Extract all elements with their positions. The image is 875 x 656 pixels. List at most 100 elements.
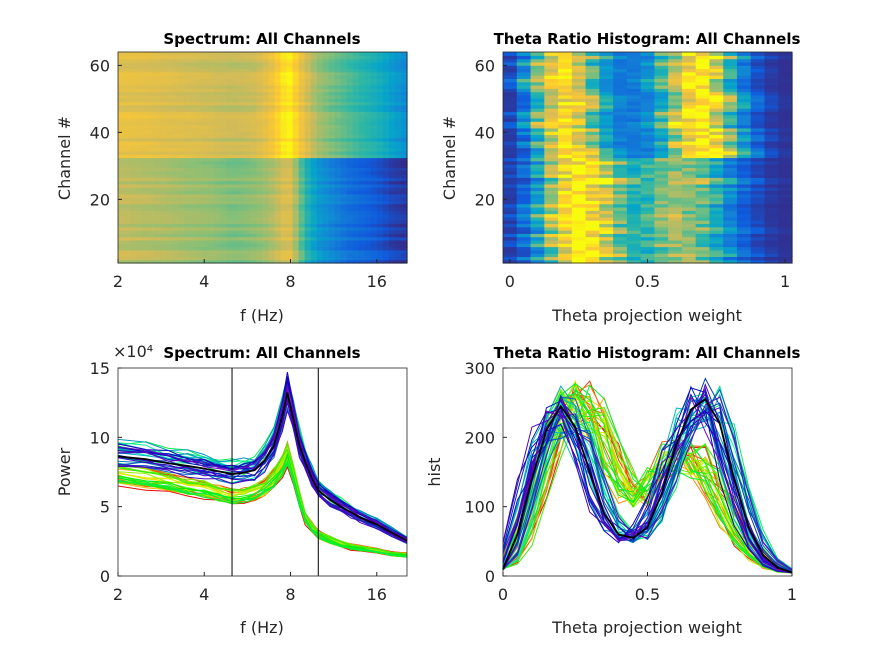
heatmap-cell xyxy=(750,154,766,159)
heatmap-cell xyxy=(274,256,282,261)
heatmap-cell xyxy=(154,88,161,93)
heatmap-cell xyxy=(723,197,738,201)
heatmap-cell xyxy=(136,111,143,116)
heatmap-cell xyxy=(358,200,366,205)
heatmap-cell xyxy=(394,206,402,211)
heatmap-cell xyxy=(364,88,372,93)
heatmap-cell xyxy=(190,164,197,168)
heatmap-cell xyxy=(118,200,125,205)
heatmap-cell xyxy=(334,253,342,258)
heatmap-cell xyxy=(626,243,642,248)
heatmap-cell xyxy=(516,236,532,241)
heatmap-cell xyxy=(232,65,240,70)
heatmap-cell xyxy=(238,75,246,79)
heatmap-cell xyxy=(280,170,288,175)
heatmap-cell xyxy=(322,167,330,172)
spectrum-line xyxy=(117,372,408,539)
heatmap-cell xyxy=(599,173,614,178)
heatmap-cell xyxy=(364,193,372,198)
heatmap-cell xyxy=(516,91,532,96)
heatmap-cell xyxy=(764,75,779,79)
heatmap-cell xyxy=(626,259,642,264)
heatmap-cell xyxy=(681,256,697,261)
heatmap-cell xyxy=(280,150,288,155)
heatmap-cell xyxy=(310,71,318,76)
heatmap-cell xyxy=(202,157,209,162)
heatmap-cell xyxy=(124,144,131,149)
heatmap-cell xyxy=(226,101,233,106)
heatmap-cell xyxy=(388,157,396,162)
heatmap-cell xyxy=(316,104,324,109)
heatmap-cell xyxy=(208,75,215,79)
heatmap-cell xyxy=(316,111,324,116)
heatmap-cell xyxy=(613,160,628,165)
heatmap-cell xyxy=(280,177,288,182)
heatmap-cell xyxy=(130,213,137,218)
heatmap-cell xyxy=(184,61,191,66)
heatmap-cell xyxy=(364,183,372,188)
heatmap-cell xyxy=(613,203,628,208)
heatmap-cell xyxy=(613,98,628,103)
heatmap-cell xyxy=(280,58,288,63)
heatmap-cell xyxy=(340,131,348,136)
heatmap-cell xyxy=(400,243,408,248)
heatmap-cell xyxy=(184,78,191,83)
heatmap-cell xyxy=(166,111,173,116)
heatmap-cell xyxy=(516,124,532,129)
heatmap-cell xyxy=(166,213,173,218)
heatmap-cell xyxy=(571,108,587,112)
heatmap-cell xyxy=(388,101,396,106)
heatmap-cell xyxy=(516,127,532,132)
heatmap-cell xyxy=(172,164,179,168)
heatmap-cell xyxy=(778,98,793,103)
heatmap-cell xyxy=(503,177,518,182)
heatmap-cell xyxy=(154,104,161,109)
heatmap-cell xyxy=(328,108,336,112)
heatmap-cell xyxy=(304,154,312,159)
heatmap-cell xyxy=(516,94,532,99)
heatmap-cell xyxy=(750,177,766,182)
heatmap-cell xyxy=(640,88,655,93)
heatmap-cell xyxy=(778,55,793,60)
heatmap-cell xyxy=(232,197,240,201)
heatmap-cell xyxy=(268,236,276,241)
heatmap-cell xyxy=(190,243,197,248)
heatmap-cell xyxy=(571,164,587,168)
heatmap-cell xyxy=(750,117,766,122)
histogram-heatmap-title: Theta Ratio Histogram: All Channels xyxy=(494,30,801,48)
heatmap-cell xyxy=(382,206,390,211)
heatmap-cell xyxy=(166,167,173,172)
heatmap-cell xyxy=(244,190,252,195)
heatmap-cell xyxy=(226,187,233,192)
heatmap-cell xyxy=(764,259,779,264)
heatmap-cell xyxy=(208,84,215,89)
heatmap-cell xyxy=(530,55,545,60)
heatmap-cell xyxy=(226,200,233,205)
heatmap-cell xyxy=(172,167,179,172)
heatmap-cell xyxy=(148,127,155,132)
heatmap-cell xyxy=(358,117,366,122)
heatmap-cell xyxy=(558,246,573,251)
heatmap-cell xyxy=(208,124,215,129)
heatmap-cell xyxy=(178,253,185,258)
heatmap-cell xyxy=(154,197,161,201)
heatmap-cell xyxy=(571,71,587,76)
heatmap-cell xyxy=(364,91,372,96)
y-tick-label: 300 xyxy=(464,359,495,378)
heatmap-cell xyxy=(695,75,711,79)
heatmap-cell xyxy=(208,183,215,188)
heatmap-cell xyxy=(571,173,587,178)
heatmap-cell xyxy=(599,243,614,248)
heatmap-cell xyxy=(571,167,587,172)
heatmap-cell xyxy=(142,111,149,116)
heatmap-cell xyxy=(298,210,306,215)
heatmap-cell xyxy=(681,94,697,99)
heatmap-cell xyxy=(723,108,738,112)
heatmap-cell xyxy=(394,150,402,155)
heatmap-cell xyxy=(250,243,258,248)
heatmap-cell xyxy=(394,193,402,198)
heatmap-cell xyxy=(238,223,246,228)
heatmap-cell xyxy=(613,111,628,116)
heatmap-cell xyxy=(558,180,573,185)
